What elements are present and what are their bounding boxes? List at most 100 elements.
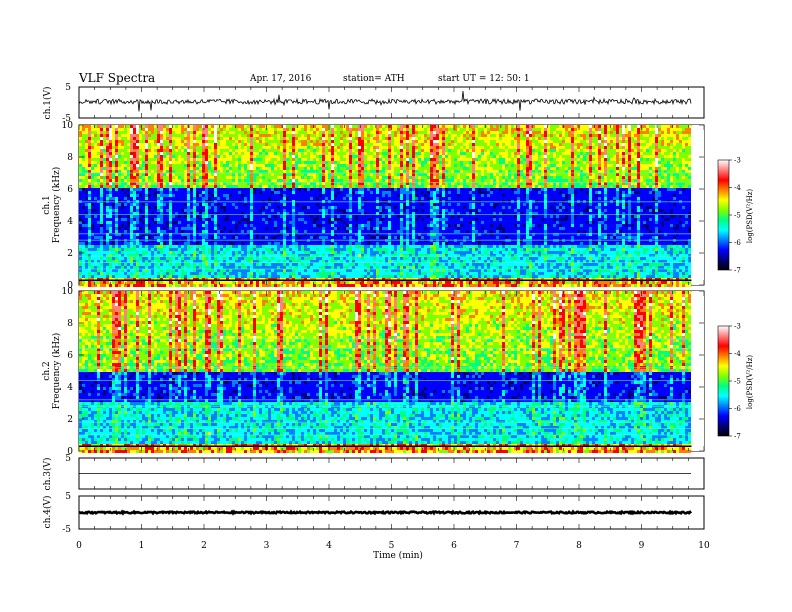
- spectrogram-cell: [130, 251, 133, 254]
- spectrogram-cell: [193, 188, 196, 191]
- spectrogram-cell: [160, 203, 163, 206]
- spectrogram-cell: [97, 275, 100, 278]
- spectrogram-cell: [121, 191, 124, 194]
- spectrogram-cell: [106, 224, 109, 227]
- spectrogram-cell: [127, 158, 130, 161]
- spectrogram-cell: [109, 272, 112, 275]
- spectrogram-cell: [148, 218, 151, 221]
- spectrogram-cell: [136, 188, 139, 191]
- spectrogram-cell: [187, 251, 190, 254]
- spectrogram-cell: [115, 257, 118, 260]
- spectrogram-cell: [142, 218, 145, 221]
- spectrogram-cell: [202, 194, 205, 197]
- spectrogram-cell: [187, 209, 190, 212]
- spectrogram-cell: [163, 179, 166, 182]
- spectrogram-cell: [100, 164, 103, 167]
- spectrogram-cell: [205, 194, 208, 197]
- spectrogram-cell: [205, 197, 208, 200]
- spectrogram-cell: [154, 164, 157, 167]
- spectrogram-cell: [157, 251, 160, 254]
- spectrogram-cell: [148, 236, 151, 239]
- spectrogram-cell: [151, 152, 154, 155]
- spectrogram-cell: [232, 275, 235, 278]
- spectrogram-cell: [124, 248, 127, 251]
- spectrogram-cell: [205, 251, 208, 254]
- spectrogram-cell: [145, 161, 148, 164]
- spectrogram-cell: [145, 281, 148, 284]
- spectrogram-cell: [232, 158, 235, 161]
- spectrogram-cell: [205, 134, 208, 137]
- spectrogram-cell: [175, 125, 178, 128]
- spectrogram-cell: [223, 245, 226, 248]
- spectrogram-cell: [202, 170, 205, 173]
- spectrogram-cell: [232, 167, 235, 170]
- spectrogram-cell: [109, 221, 112, 224]
- spectrogram-cell: [223, 242, 226, 245]
- spectrogram-cell: [115, 242, 118, 245]
- spectrogram-cell: [139, 179, 142, 182]
- spectrogram-cell: [190, 251, 193, 254]
- spectrogram-cell: [160, 197, 163, 200]
- spectrogram-cell: [121, 248, 124, 251]
- spectrogram-cell: [175, 152, 178, 155]
- spectrogram-cell: [112, 179, 115, 182]
- spectrogram-cell: [109, 185, 112, 188]
- spectrogram-cell: [169, 149, 172, 152]
- spectrogram-cell: [217, 152, 220, 155]
- spectrogram-cell: [157, 173, 160, 176]
- spectrogram-cell: [127, 125, 130, 128]
- spectrogram-cell: [175, 227, 178, 230]
- spectrogram-cell: [85, 281, 88, 284]
- spectrogram-cell: [154, 155, 157, 158]
- spectrogram-cell: [100, 272, 103, 275]
- spectrogram-cell: [118, 272, 121, 275]
- spectrogram-cell: [88, 245, 91, 248]
- spectrogram-cell: [196, 221, 199, 224]
- spectrogram-cell: [226, 170, 229, 173]
- spectrogram-cell: [139, 266, 142, 269]
- spectrogram-cell: [133, 170, 136, 173]
- spectrogram-cell: [208, 275, 211, 278]
- spectrogram-cell: [148, 191, 151, 194]
- spectrogram-cell: [205, 176, 208, 179]
- spectrogram-cell: [148, 230, 151, 233]
- spectrogram-cell: [115, 248, 118, 251]
- spectrogram-cell: [103, 134, 106, 137]
- spectrogram-cell: [127, 131, 130, 134]
- spectrogram-cell: [172, 173, 175, 176]
- spectrogram-cell: [130, 209, 133, 212]
- spectrogram-cell: [163, 131, 166, 134]
- spectrogram-cell: [121, 197, 124, 200]
- spectrogram-cell: [232, 188, 235, 191]
- spectrogram-cell: [205, 128, 208, 131]
- spectrogram-cell: [181, 140, 184, 143]
- spectrogram-cell: [142, 224, 145, 227]
- spectrogram-cell: [163, 275, 166, 278]
- spectrogram-cell: [172, 221, 175, 224]
- spectrogram-cell: [163, 134, 166, 137]
- spectrogram-cell: [103, 188, 106, 191]
- spectrogram-cell: [169, 131, 172, 134]
- spectrogram-cell: [136, 281, 139, 284]
- spectrogram-cell: [85, 221, 88, 224]
- spectrogram-cell: [220, 218, 223, 221]
- spectrogram-cell: [127, 281, 130, 284]
- spectrogram-cell: [112, 281, 115, 284]
- spectrogram-cell: [91, 272, 94, 275]
- spectrogram-cell: [121, 179, 124, 182]
- spectrogram-cell: [160, 230, 163, 233]
- spectrogram-cell: [127, 284, 130, 287]
- spectrogram-cell: [220, 161, 223, 164]
- spectrogram-cell: [208, 242, 211, 245]
- spectrogram-cell: [136, 206, 139, 209]
- spectrogram-cell: [193, 155, 196, 158]
- spectrogram-cell: [217, 176, 220, 179]
- spectrogram-cell: [115, 140, 118, 143]
- spectrogram-cell: [97, 164, 100, 167]
- spectrogram-cell: [100, 224, 103, 227]
- spectrogram-cell: [148, 272, 151, 275]
- spectrogram-cell: [166, 143, 169, 146]
- spectrogram-cell: [142, 128, 145, 131]
- spectrogram-cell: [88, 266, 91, 269]
- spectrogram-cell: [226, 191, 229, 194]
